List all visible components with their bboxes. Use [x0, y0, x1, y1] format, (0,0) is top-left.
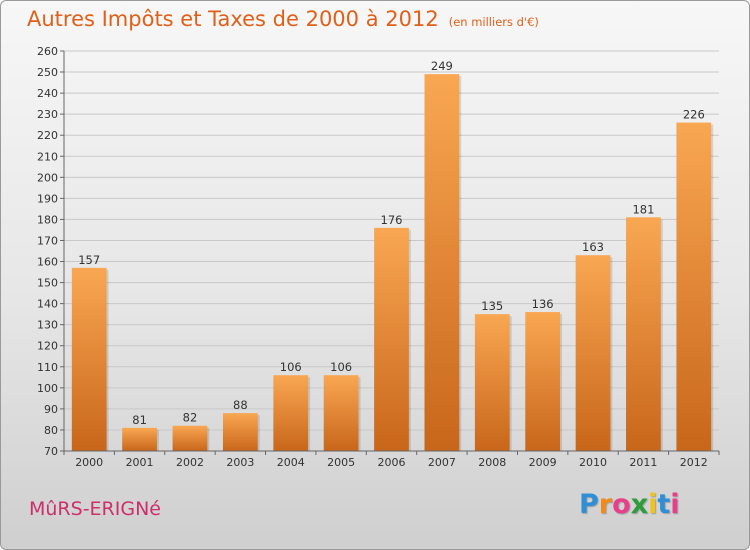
data-label: 176 [381, 213, 403, 227]
bar [122, 427, 157, 451]
x-tick-label: 2008 [478, 456, 506, 469]
y-tick-label: 250 [37, 66, 58, 79]
y-tick-label: 120 [37, 340, 58, 353]
data-labels: 157 81 82 88 106 106 176 249 135 136 163 181 226 [78, 59, 705, 427]
data-label: 226 [683, 108, 705, 122]
logo-letter: o [612, 489, 631, 520]
y-tick-label: 110 [37, 361, 58, 374]
bar [474, 314, 510, 451]
y-tick-label: 210 [37, 150, 58, 163]
data-label: 135 [481, 299, 503, 313]
x-tick-label: 2009 [529, 456, 557, 469]
bar [575, 255, 611, 451]
logo-letter: x [630, 489, 649, 520]
y-tick-label: 260 [37, 45, 58, 58]
x-tick-label: 2005 [327, 456, 355, 469]
bar [172, 425, 208, 451]
x-tick-label: 2012 [680, 456, 708, 469]
bar [525, 312, 561, 451]
data-label: 106 [280, 360, 302, 374]
x-tick-label: 2002 [176, 456, 204, 469]
y-tick-label: 70 [44, 445, 58, 458]
chart-subtitle: (en milliers d'€) [448, 15, 539, 29]
y-tick-label: 170 [37, 234, 58, 247]
chart-title: Autres Impôts et Taxes de 2000 à 2012 (en… [27, 7, 539, 31]
x-tick-label: 2011 [629, 456, 657, 469]
bar [273, 375, 309, 451]
y-tick-label: 150 [37, 277, 58, 290]
data-label: 163 [582, 240, 604, 254]
bar [222, 413, 258, 451]
data-label: 88 [233, 398, 248, 412]
y-tick-label: 90 [44, 403, 58, 416]
data-label: 81 [132, 413, 147, 427]
x-tick-label: 2007 [428, 456, 456, 469]
bar [676, 122, 712, 451]
y-tick-label: 160 [37, 256, 58, 269]
y-tick-label: 130 [37, 319, 58, 332]
x-tick-label: 2000 [75, 456, 103, 469]
data-label: 106 [330, 360, 352, 374]
y-tick-label: 100 [37, 382, 58, 395]
y-tick-label: 140 [37, 298, 58, 311]
logo-letter: P [579, 489, 599, 520]
proxiti-logo: Proxiti [579, 489, 680, 520]
logo-letter: t [657, 489, 671, 520]
y-tick-label: 200 [37, 171, 58, 184]
data-label: 136 [532, 297, 554, 311]
y-tick-label: 220 [37, 129, 58, 142]
x-tick-label: 2006 [378, 456, 406, 469]
bars [71, 74, 714, 451]
axes [63, 51, 719, 452]
logo-letter: i [670, 489, 680, 520]
bar [424, 74, 460, 451]
data-label: 181 [632, 202, 654, 216]
x-tick-label: 2010 [579, 456, 607, 469]
y-tick-label: 240 [37, 87, 58, 100]
y-tick-label: 80 [44, 424, 58, 437]
logo-letter: r [598, 489, 613, 520]
bar [323, 375, 359, 451]
bar [626, 217, 661, 451]
data-label: 249 [431, 59, 453, 73]
y-tick-label: 190 [37, 192, 58, 205]
y-tick-label: 230 [37, 108, 58, 121]
x-tick-label: 2003 [226, 456, 254, 469]
data-label: 82 [183, 411, 198, 425]
bar [71, 267, 107, 451]
commune-name: MûRS-ERIGNé [29, 498, 161, 520]
x-axis-ticks: 2000 2001 2002 2003 2004 2005 2006 2007 2008 2009… [63, 451, 720, 469]
data-label: 157 [78, 253, 100, 267]
y-axis-ticks: 70 80 90 100 110 120 130 140 150 160 170 180 190 200 2… [37, 45, 64, 458]
logo-letter: i [648, 489, 658, 520]
y-tick-label: 180 [37, 213, 58, 226]
x-tick-label: 2004 [277, 456, 305, 469]
x-tick-label: 2001 [126, 456, 154, 469]
bar [374, 227, 409, 451]
chart-title-text: Autres Impôts et Taxes de 2000 à 2012 [27, 7, 439, 31]
